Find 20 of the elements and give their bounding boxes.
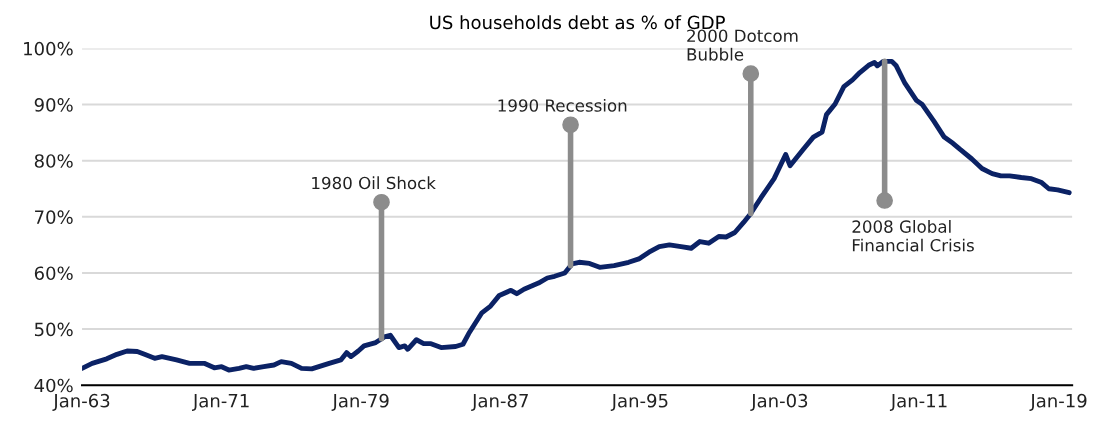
annotation: 1980 Oil Shock [312, 176, 436, 190]
annotation: 1990 Recession [498, 98, 627, 112]
annotation: 2008 Global Financial Crisis [852, 219, 974, 252]
annotation: 2000 Dotcom Bubble [687, 29, 798, 61]
x-tick-label: Jan-03 [750, 393, 808, 411]
x-tick-label: Jan-19 [1029, 393, 1087, 411]
y-tick-label: 70% [35, 210, 73, 224]
y-tick-label: 50% [34, 322, 73, 337]
x-tick-label: Jan-87 [471, 393, 528, 411]
y-tick-label: 100% [24, 41, 73, 56]
x-tick-label: Jan-71 [192, 394, 249, 411]
y-tick-label: 80% [34, 154, 73, 168]
chart-title: US households debt as % of GDP [430, 15, 725, 30]
y-tick-label: 90% [34, 98, 73, 112]
x-tick-label: Jan-95 [610, 393, 668, 411]
y-tick-label: 40% [34, 378, 73, 393]
x-tick-label: Jan-79 [331, 393, 389, 411]
x-tick-label: Jan-11 [889, 394, 947, 411]
y-tick-label: 60% [34, 266, 73, 281]
x-tick-label: Jan-63 [52, 393, 110, 411]
